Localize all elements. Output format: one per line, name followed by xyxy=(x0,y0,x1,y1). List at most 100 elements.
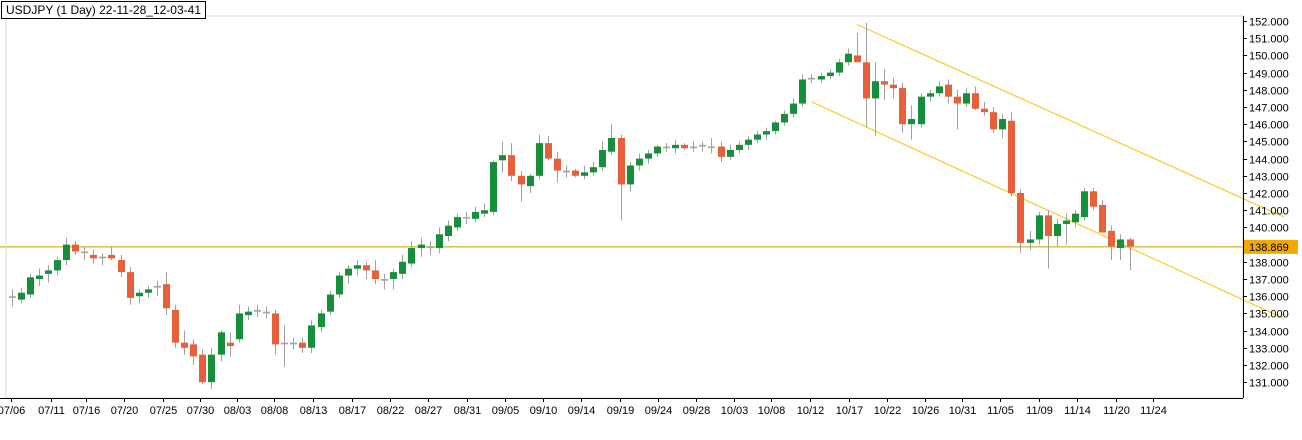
y-tick-label: 145.000 xyxy=(1249,137,1289,149)
candle-body xyxy=(1117,239,1124,249)
candle xyxy=(427,241,434,255)
candle-body xyxy=(263,311,270,314)
x-tick-label: 09/10 xyxy=(530,405,558,417)
candle xyxy=(1063,213,1070,245)
x-tick-label: 08/22 xyxy=(377,405,405,417)
y-tick-label: 143.000 xyxy=(1249,172,1289,184)
candle-body xyxy=(272,313,279,345)
candle-body xyxy=(18,292,25,300)
y-tick-label: 133.000 xyxy=(1249,344,1289,356)
candle xyxy=(354,260,361,276)
candle xyxy=(627,162,634,192)
candle-body xyxy=(563,170,570,173)
candle xyxy=(508,143,515,181)
x-tick-label: 09/19 xyxy=(607,405,635,417)
candle-body xyxy=(145,289,152,293)
x-tick-label: 09/24 xyxy=(645,405,673,417)
candle-body xyxy=(454,217,461,228)
candle xyxy=(781,110,788,126)
candle xyxy=(399,254,406,279)
candle-body xyxy=(99,256,106,259)
candle xyxy=(463,211,470,224)
y-tick-label: 144.000 xyxy=(1249,155,1289,167)
candle-body xyxy=(118,260,125,273)
candle xyxy=(1036,211,1043,245)
candle-body xyxy=(245,311,252,316)
candle xyxy=(708,137,715,154)
candle xyxy=(118,254,125,278)
candle xyxy=(918,93,925,128)
candle-body xyxy=(581,172,588,176)
candle xyxy=(936,81,943,97)
candle xyxy=(1117,234,1124,261)
candle xyxy=(827,69,834,80)
x-tick-label: 09/05 xyxy=(492,405,520,417)
candle xyxy=(790,98,797,118)
candle-body xyxy=(790,103,797,114)
y-tick-label: 135.000 xyxy=(1249,309,1289,321)
candle-body xyxy=(718,146,725,157)
candle-body xyxy=(1017,193,1024,243)
trend-channel-line xyxy=(811,101,1285,320)
candle xyxy=(281,325,288,367)
candle-body xyxy=(136,292,143,297)
candle xyxy=(454,213,461,231)
candle xyxy=(208,347,215,390)
candle-body xyxy=(299,342,306,348)
x-tick-label: 07/11 xyxy=(38,405,65,417)
candle-body xyxy=(163,284,170,309)
x-tick-label: 08/03 xyxy=(224,405,252,417)
candle-body xyxy=(654,146,661,154)
candle xyxy=(227,332,234,357)
candle-body xyxy=(799,79,806,104)
candle xyxy=(636,153,643,171)
candle-body xyxy=(808,77,815,80)
candle xyxy=(1108,225,1115,261)
candle-body xyxy=(390,272,397,279)
candle xyxy=(763,127,770,140)
candle xyxy=(99,253,106,266)
candle xyxy=(90,249,97,264)
candle-body xyxy=(681,144,688,149)
x-tick-label: 09/28 xyxy=(683,405,711,417)
candle-body xyxy=(27,277,34,295)
candle-body xyxy=(599,150,606,168)
candle xyxy=(136,289,143,304)
candle xyxy=(808,74,815,83)
candle-body xyxy=(963,93,970,104)
candle xyxy=(390,268,397,290)
x-tick-label: 10/26 xyxy=(912,405,940,417)
candle-body xyxy=(845,53,852,63)
candle-body xyxy=(690,146,697,149)
candles-layer xyxy=(9,22,1134,390)
candle-body xyxy=(190,344,197,357)
candle xyxy=(618,134,625,221)
y-tick-label: 136.000 xyxy=(1249,292,1289,304)
candle xyxy=(654,144,661,157)
candle-body xyxy=(90,254,97,259)
candle-body xyxy=(399,261,406,274)
candle-body xyxy=(127,272,134,298)
candle xyxy=(318,309,325,333)
y-tick-label: 131.000 xyxy=(1249,378,1289,390)
y-tick-label: 140.000 xyxy=(1249,223,1289,235)
candle-body xyxy=(1008,120,1015,193)
candle-body xyxy=(708,146,715,149)
candle xyxy=(418,237,425,257)
candle-body xyxy=(572,170,579,176)
candle-body xyxy=(208,354,215,383)
candle xyxy=(772,120,779,135)
candle-body xyxy=(990,112,997,130)
candle-body xyxy=(590,167,597,173)
candle xyxy=(190,339,197,365)
candle xyxy=(736,141,743,154)
candle xyxy=(718,141,725,163)
candle-body xyxy=(490,162,497,212)
candle xyxy=(1017,189,1024,254)
candle-body xyxy=(227,342,234,347)
candle xyxy=(745,136,752,150)
candle xyxy=(608,124,615,156)
candle xyxy=(881,69,888,101)
candle-body xyxy=(1081,191,1088,218)
